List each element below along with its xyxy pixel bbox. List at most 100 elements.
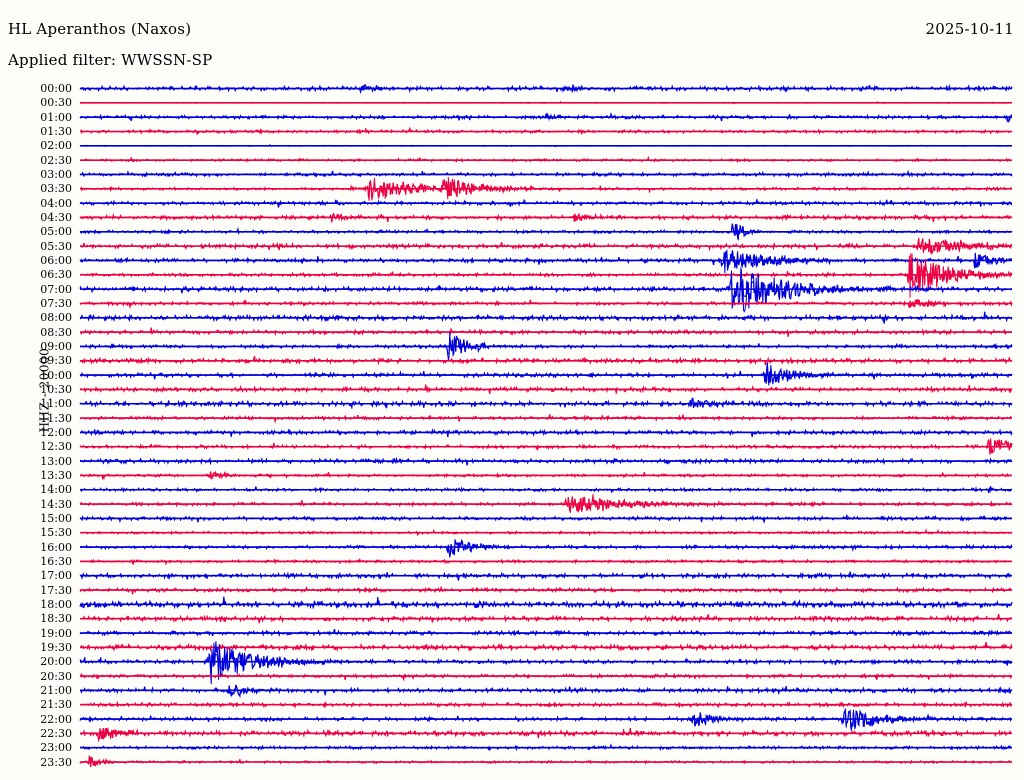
time-tick-label: 07:00 xyxy=(40,282,72,296)
trace-waveform xyxy=(79,281,1013,298)
trace-row xyxy=(79,641,1013,685)
trace-waveform xyxy=(79,199,1013,208)
trace-row xyxy=(79,727,1013,743)
trace-row xyxy=(79,384,1013,394)
trace-waveform xyxy=(79,338,1013,355)
trace-row xyxy=(79,539,1013,558)
trace-row xyxy=(79,629,1013,637)
time-tick-label: 16:00 xyxy=(40,540,72,554)
time-tick-label: 05:00 xyxy=(40,225,72,239)
trace-waveform xyxy=(79,179,1013,198)
time-tick-label: 20:00 xyxy=(40,655,72,669)
trace-waveform xyxy=(79,414,1013,424)
trace-waveform xyxy=(79,539,1013,555)
trace-waveform xyxy=(79,367,1013,385)
trace-waveform xyxy=(79,252,1013,269)
trace-waveform xyxy=(79,571,1013,581)
time-tick-label: 17:30 xyxy=(40,583,72,597)
trace-row xyxy=(79,311,1013,324)
trace-waveform xyxy=(79,356,1013,366)
trace-waveform xyxy=(79,755,1013,768)
time-tick-label: 11:30 xyxy=(40,411,72,425)
trace-row xyxy=(79,155,1013,164)
trace-waveform xyxy=(79,642,1013,652)
time-tick-label: 22:00 xyxy=(40,712,72,726)
trace-row xyxy=(79,494,1013,513)
trace-row xyxy=(79,514,1013,524)
trace-waveform xyxy=(79,428,1013,438)
trace-waveform xyxy=(79,486,1013,494)
trace-row xyxy=(79,557,1013,566)
time-tick-label: 08:00 xyxy=(40,311,72,325)
trace-waveform xyxy=(79,528,1013,537)
time-tick-label: 09:00 xyxy=(40,339,72,353)
trace-row xyxy=(79,362,1013,386)
time-tick-label: 12:00 xyxy=(40,425,72,439)
trace-row xyxy=(80,613,1013,624)
time-tick-label: 11:00 xyxy=(40,397,72,411)
trace-row xyxy=(79,212,1013,223)
trace-row xyxy=(79,253,1013,298)
time-tick-label: 10:00 xyxy=(40,368,72,382)
trace-waveform xyxy=(79,143,1013,148)
time-tick-label: 14:00 xyxy=(40,483,72,497)
trace-row xyxy=(79,571,1013,581)
trace-row xyxy=(79,331,1013,360)
trace-row xyxy=(79,456,1013,466)
trace-row xyxy=(79,438,1013,455)
time-tick-label: 02:00 xyxy=(40,139,72,153)
trace-row xyxy=(79,112,1013,123)
trace-waveform xyxy=(80,613,1013,624)
trace-row xyxy=(79,414,1013,424)
trace-row xyxy=(79,755,1013,768)
trace-row xyxy=(79,743,1013,752)
trace-row xyxy=(79,486,1013,494)
time-tick-label: 13:00 xyxy=(40,454,72,468)
time-tick-label: 05:30 xyxy=(40,239,72,253)
time-tick-label: 17:00 xyxy=(40,569,72,583)
trace-row xyxy=(79,428,1013,438)
time-tick-label: 06:30 xyxy=(40,268,72,282)
trace-row xyxy=(79,143,1013,148)
time-tick-label: 03:30 xyxy=(40,182,72,196)
trace-waveform xyxy=(79,456,1013,466)
trace-row xyxy=(79,642,1013,652)
time-tick-label: 19:30 xyxy=(40,640,72,654)
date-label: 2025-10-11 xyxy=(925,20,1014,38)
trace-waveform xyxy=(79,684,1013,699)
trace-waveform xyxy=(79,100,1012,105)
trace-waveform xyxy=(79,496,1013,513)
time-tick-label: 12:30 xyxy=(40,440,72,454)
time-tick-label: 04:00 xyxy=(40,196,72,210)
trace-row xyxy=(80,470,1013,481)
trace-row xyxy=(79,528,1013,537)
trace-waveform xyxy=(79,514,1013,524)
time-tick-label: 18:00 xyxy=(40,597,72,611)
trace-waveform xyxy=(79,439,1013,454)
trace-waveform xyxy=(79,557,1013,566)
time-tick-label: 15:00 xyxy=(40,511,72,525)
time-tick-label: 01:30 xyxy=(40,124,72,138)
trace-row xyxy=(79,672,1013,682)
trace-row xyxy=(79,299,1013,310)
trace-row xyxy=(79,237,1013,256)
trace-waveform xyxy=(79,311,1013,324)
time-tick-label: 23:30 xyxy=(40,755,72,769)
trace-row xyxy=(79,356,1013,366)
time-tick-label: 02:30 xyxy=(40,153,72,167)
time-tick-label: 13:30 xyxy=(40,468,72,482)
trace-waveform xyxy=(79,672,1013,682)
trace-row xyxy=(79,199,1013,208)
time-tick-label: 22:30 xyxy=(40,726,72,740)
filter-label: Applied filter: WWSSN-SP xyxy=(8,51,213,69)
trace-row xyxy=(79,267,1013,313)
time-tick-label: 03:00 xyxy=(40,167,72,181)
time-tick-label: 19:00 xyxy=(40,626,72,640)
trace-row xyxy=(79,700,1013,709)
trace-waveform xyxy=(79,224,1013,239)
time-tick-label: 01:00 xyxy=(40,110,72,124)
trace-waveform xyxy=(79,384,1013,394)
trace-waveform xyxy=(79,327,1013,337)
time-tick-label: 21:00 xyxy=(40,683,72,697)
